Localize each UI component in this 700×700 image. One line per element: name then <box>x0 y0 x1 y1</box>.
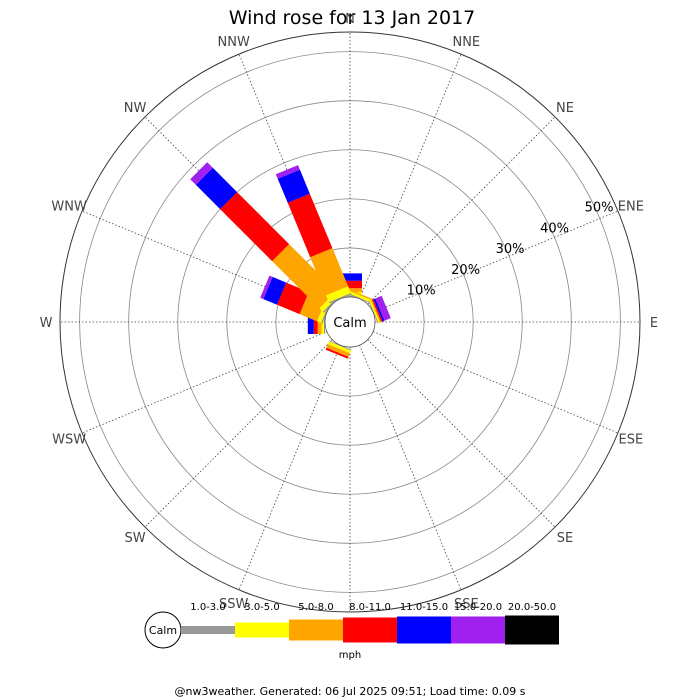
ring-label: 30% <box>496 242 525 257</box>
bar-ene-1 <box>369 300 380 324</box>
bar-ene-2 <box>370 299 382 323</box>
bar-ssw-3 <box>325 347 349 359</box>
spoke-ene <box>372 210 619 313</box>
bar-ene-3 <box>372 299 383 322</box>
bar-ene-0 <box>368 301 379 324</box>
bar-nnw-0 <box>328 293 352 304</box>
direction-labels: NNNENEENEEESESESSESSSWSWWSWWWNWNWNNW <box>40 12 659 635</box>
spoke-wnw <box>81 210 328 313</box>
spoke-ese <box>372 331 619 434</box>
bar-wnw-4 <box>263 276 287 305</box>
bar-nnw-5 <box>275 165 300 179</box>
direction-label-wnw: WNW <box>51 200 87 215</box>
spoke-ne <box>367 116 556 305</box>
spoke-nw <box>144 116 333 305</box>
bar-nnw-2 <box>310 248 349 296</box>
direction-label-ese: ESE <box>619 432 644 447</box>
legend-swatch-4 <box>397 616 451 644</box>
direction-label-ssw: SSW <box>219 597 249 612</box>
bar-nne-1 <box>348 291 372 303</box>
spoke-se <box>367 339 556 528</box>
spoke-nnw <box>238 53 341 300</box>
legend-label-2: 5.0-8.0 <box>298 602 333 613</box>
bar-nw-3 <box>220 192 290 262</box>
direction-label-n: N <box>345 12 355 27</box>
bar-ene-4 <box>373 298 385 322</box>
direction-label-e: E <box>650 316 658 331</box>
ring-labels: 10% 20% 30% 40% 50% <box>407 201 614 299</box>
legend-swatch-5 <box>451 616 505 644</box>
direction-label-sw: SW <box>124 531 145 546</box>
ring-label: 20% <box>451 263 480 278</box>
legend-swatch-0 <box>181 626 235 634</box>
bar-nnw-3 <box>287 193 333 258</box>
bar-nw-4 <box>195 167 238 210</box>
spoke-wsw <box>81 331 328 434</box>
direction-label-wsw: WSW <box>52 432 86 447</box>
direction-label-nnw: NNW <box>218 35 250 50</box>
bar-ssw-1 <box>327 341 352 354</box>
calm-label: Calm <box>333 316 366 331</box>
direction-label-w: W <box>40 316 53 331</box>
legend-label-6: 20.0-50.0 <box>508 602 556 613</box>
legend-label-3: 8.0-11.0 <box>349 602 391 613</box>
direction-label-sse: SSE <box>454 597 479 612</box>
legend-swatch-3 <box>343 617 397 643</box>
spoke-sw <box>144 339 333 528</box>
bar-nnw-1 <box>326 286 351 303</box>
spoke-nne <box>359 53 462 300</box>
outer-ring <box>59 31 641 613</box>
bar-wnw-3 <box>277 282 309 315</box>
legend-unit-label: mph <box>339 650 361 661</box>
legend-label-0: 1.0-3.0 <box>190 602 225 613</box>
direction-label-nw: NW <box>124 101 147 116</box>
direction-label-ene: ENE <box>618 200 644 215</box>
bar-nnw-4 <box>277 169 310 203</box>
bar-nw-5 <box>190 162 213 185</box>
bar-nne-2 <box>349 289 373 301</box>
calm-circle <box>324 296 376 348</box>
footer-text: @nw3weather. Generated: 06 Jul 2025 09:5… <box>175 685 526 698</box>
spoke-ssw <box>238 344 341 591</box>
ring-label: 50% <box>585 201 614 216</box>
bar-nw-2 <box>272 244 337 309</box>
legend-swatch-6 <box>505 615 559 645</box>
legend-calm-label: Calm <box>149 624 177 637</box>
speed-legend: Calm 1.0-3.0 3.0-5.0 5.0-8.0 8.0-11.0 11.0-15… <box>144 602 559 661</box>
bar-ssw-2 <box>326 344 350 357</box>
legend-label-4: 11.0-15.0 <box>400 602 448 613</box>
legend-label-5: 15.0-20.0 <box>454 602 502 613</box>
direction-label-ne: NE <box>556 101 574 116</box>
calm-center: Calm <box>324 296 376 348</box>
spoke-sse <box>359 344 462 591</box>
direction-label-nne: NNE <box>452 35 480 50</box>
direction-spokes <box>60 32 640 612</box>
direction-label-se: SE <box>557 531 573 546</box>
bar-wnw-5 <box>260 275 273 300</box>
bar-ssw-0 <box>329 340 352 351</box>
bar-nne-0 <box>348 293 371 304</box>
legend-label-1: 3.0-5.0 <box>244 602 279 613</box>
ring-label: 40% <box>540 221 569 236</box>
bar-ene-5 <box>375 295 391 321</box>
wind-bars <box>190 162 391 359</box>
legend-swatch-1 <box>235 622 289 638</box>
chart-title: Wind rose for 13 Jan 2017 <box>229 7 476 29</box>
ring-label: 10% <box>407 284 436 299</box>
legend-swatch-2 <box>289 619 343 641</box>
